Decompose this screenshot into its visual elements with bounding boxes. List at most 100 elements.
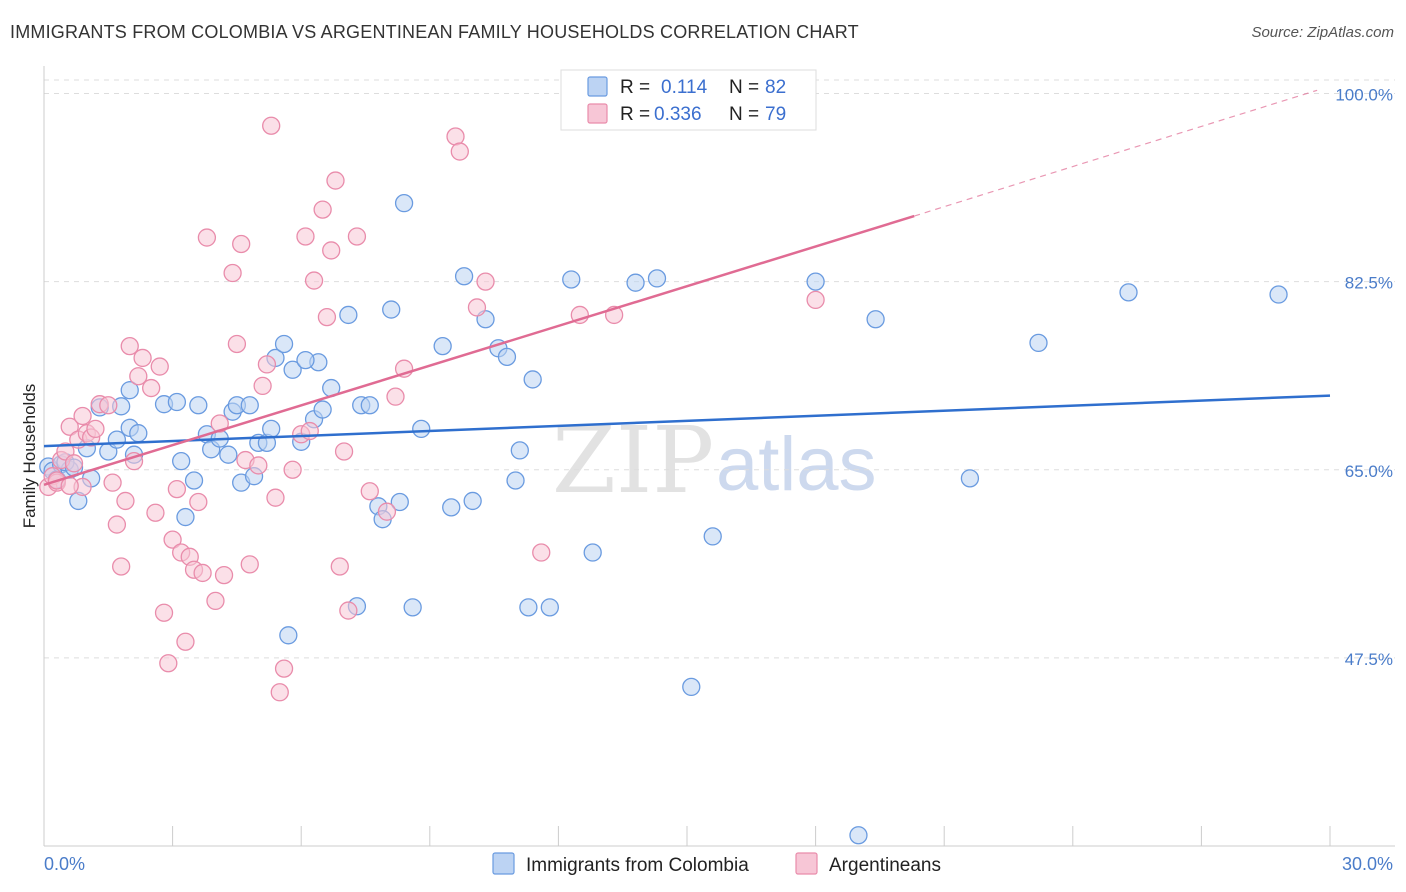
- point-s1-23: [146, 503, 165, 522]
- point-s1-57: [317, 307, 337, 327]
- point-s1-48: [266, 488, 285, 507]
- point-s0-60: [523, 370, 542, 389]
- point-s0-64: [583, 543, 602, 562]
- point-s0-36: [283, 360, 302, 379]
- trend-lines: [43, 89, 1331, 486]
- legend-r-value-pink: 0.336: [654, 104, 702, 125]
- point-s0-54: [463, 491, 482, 511]
- point-s0-25: [219, 445, 238, 464]
- point-s0-74: [1119, 283, 1138, 302]
- point-s0-78: [279, 626, 298, 645]
- point-s1-35: [197, 228, 217, 247]
- y-tick-label-1: 65.0%: [1345, 462, 1393, 481]
- point-s0-35: [274, 334, 294, 354]
- point-s1-55: [304, 271, 324, 290]
- point-s1-16: [112, 557, 131, 576]
- point-s0-57: [497, 347, 517, 367]
- tick-labels: 47.5% 65.0% 82.5% 100.0% 0.0% 30.0%: [44, 86, 1393, 875]
- point-s1-60: [330, 557, 349, 576]
- point-s0-63: [562, 270, 581, 289]
- point-s1-15: [107, 515, 127, 534]
- point-s1-25: [154, 603, 174, 622]
- point-s1-70: [467, 298, 487, 317]
- point-s0-50: [412, 419, 431, 439]
- point-s0-20: [184, 471, 204, 490]
- point-s0-48: [390, 492, 409, 512]
- point-s0-71: [866, 310, 885, 329]
- point-s1-18: [120, 336, 139, 356]
- point-s1-28: [167, 479, 187, 499]
- point-s1-43: [240, 555, 259, 574]
- point-s0-49: [394, 193, 414, 213]
- point-s0-33: [262, 419, 281, 439]
- point-s0-40: [313, 400, 332, 419]
- point-s0-19: [176, 507, 195, 527]
- point-s0-73: [1029, 333, 1048, 353]
- point-s0-21: [189, 396, 208, 415]
- point-s0-79: [296, 350, 315, 370]
- point-s1-30: [176, 632, 195, 651]
- point-s1-58: [322, 241, 341, 260]
- point-s1-14: [103, 473, 122, 492]
- point-s1-69: [450, 142, 469, 161]
- x-tick-label-0: 0.0%: [44, 854, 85, 874]
- point-s1-46: [257, 355, 277, 374]
- correlation-legend: R = 0.114 N = 82 R = 0.336 N = 79: [560, 69, 817, 131]
- legend-swatch-pink: [587, 103, 608, 124]
- point-s0-17: [167, 392, 187, 412]
- chart-title: IMMIGRANTS FROM COLOMBIA VS ARGENTINEAN …: [10, 22, 859, 42]
- point-s0-77: [403, 598, 422, 617]
- point-s1-26: [159, 654, 178, 673]
- point-s1-11: [86, 419, 105, 439]
- point-s1-37: [210, 414, 229, 433]
- legend-n-label-blue: N =: [729, 77, 759, 98]
- point-s1-40: [227, 334, 247, 354]
- series-legend-label-colombia: Immigrants from Colombia: [526, 855, 749, 876]
- point-s0-65: [626, 273, 645, 292]
- series-argentineans-points: [39, 116, 825, 702]
- point-s1-66: [386, 387, 405, 406]
- point-s0-53: [454, 267, 474, 286]
- point-s1-36: [206, 591, 225, 611]
- point-s0-42: [339, 305, 358, 325]
- point-s0-67: [682, 677, 701, 697]
- point-s0-70: [849, 826, 868, 845]
- point-s1-38: [214, 565, 234, 585]
- y-axis-label: Family Households: [20, 384, 39, 529]
- legend-n-value-blue: 82: [765, 77, 786, 98]
- point-s1-22: [142, 378, 161, 398]
- axes: [43, 66, 1395, 847]
- watermark-atlas: atlas: [716, 422, 877, 507]
- point-s0-72: [960, 469, 980, 488]
- series-legend-swatch-colombia: [492, 852, 515, 875]
- y-tick-label-3: 100.0%: [1335, 86, 1393, 105]
- legend-r-value-blue: 0.114: [661, 77, 708, 98]
- point-s0-68: [703, 527, 722, 546]
- point-s1-44: [249, 456, 268, 475]
- point-s1-62: [339, 601, 358, 620]
- y-tick-label-0: 47.5%: [1345, 650, 1393, 669]
- point-s0-44: [360, 396, 379, 415]
- point-s0-62: [540, 598, 559, 617]
- x-tick-label-1: 30.0%: [1342, 854, 1393, 874]
- series-legend-swatch-argentineans: [795, 852, 818, 875]
- point-s1-64: [360, 482, 379, 501]
- point-s1-68: [446, 127, 465, 146]
- point-s1-47: [262, 116, 281, 135]
- legend-n-label-pink: N =: [729, 104, 759, 125]
- point-s1-50: [274, 659, 294, 678]
- point-s0-15: [120, 381, 139, 400]
- point-s0-29: [240, 396, 259, 415]
- point-s0-61: [519, 598, 538, 617]
- point-s0-75: [1269, 285, 1288, 304]
- point-s0-59: [510, 441, 529, 460]
- legend-n-value-pink: 79: [765, 104, 786, 125]
- point-s1-45: [253, 376, 272, 396]
- point-s1-41: [232, 234, 251, 254]
- legend-swatch-blue: [587, 76, 608, 97]
- point-s0-69: [806, 272, 825, 291]
- point-s0-47: [382, 300, 401, 319]
- legend-r-label-blue: R =: [620, 77, 650, 98]
- point-s1-56: [313, 200, 332, 219]
